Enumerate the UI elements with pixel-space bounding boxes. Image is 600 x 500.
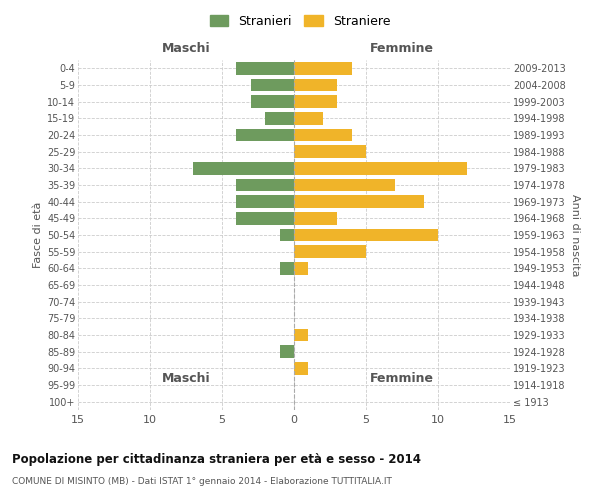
Y-axis label: Anni di nascita: Anni di nascita xyxy=(569,194,580,276)
Text: Popolazione per cittadinanza straniera per età e sesso - 2014: Popolazione per cittadinanza straniera p… xyxy=(12,452,421,466)
Bar xyxy=(193,162,294,174)
Legend: Stranieri, Straniere: Stranieri, Straniere xyxy=(206,11,394,32)
Bar xyxy=(294,196,424,208)
Bar xyxy=(294,96,337,108)
Text: COMUNE DI MISINTO (MB) - Dati ISTAT 1° gennaio 2014 - Elaborazione TUTTITALIA.IT: COMUNE DI MISINTO (MB) - Dati ISTAT 1° g… xyxy=(12,478,392,486)
Bar xyxy=(294,62,352,74)
Bar xyxy=(294,262,308,274)
Bar xyxy=(280,346,294,358)
Bar xyxy=(280,229,294,241)
Bar xyxy=(236,212,294,224)
Bar xyxy=(294,79,337,92)
Bar xyxy=(236,196,294,208)
Bar xyxy=(236,129,294,141)
Bar xyxy=(294,229,438,241)
Text: Femmine: Femmine xyxy=(370,42,434,55)
Bar xyxy=(294,112,323,124)
Bar xyxy=(236,62,294,74)
Text: Maschi: Maschi xyxy=(161,372,211,385)
Bar xyxy=(294,212,337,224)
Bar xyxy=(294,162,467,174)
Bar xyxy=(294,146,366,158)
Text: Femmine: Femmine xyxy=(370,372,434,385)
Bar xyxy=(265,112,294,124)
Bar xyxy=(294,129,352,141)
Bar xyxy=(236,179,294,192)
Bar xyxy=(251,96,294,108)
Bar xyxy=(251,79,294,92)
Y-axis label: Fasce di età: Fasce di età xyxy=(32,202,43,268)
Text: Maschi: Maschi xyxy=(161,42,211,55)
Bar xyxy=(294,246,366,258)
Bar xyxy=(294,179,395,192)
Bar xyxy=(280,262,294,274)
Bar xyxy=(294,362,308,374)
Bar xyxy=(294,329,308,341)
